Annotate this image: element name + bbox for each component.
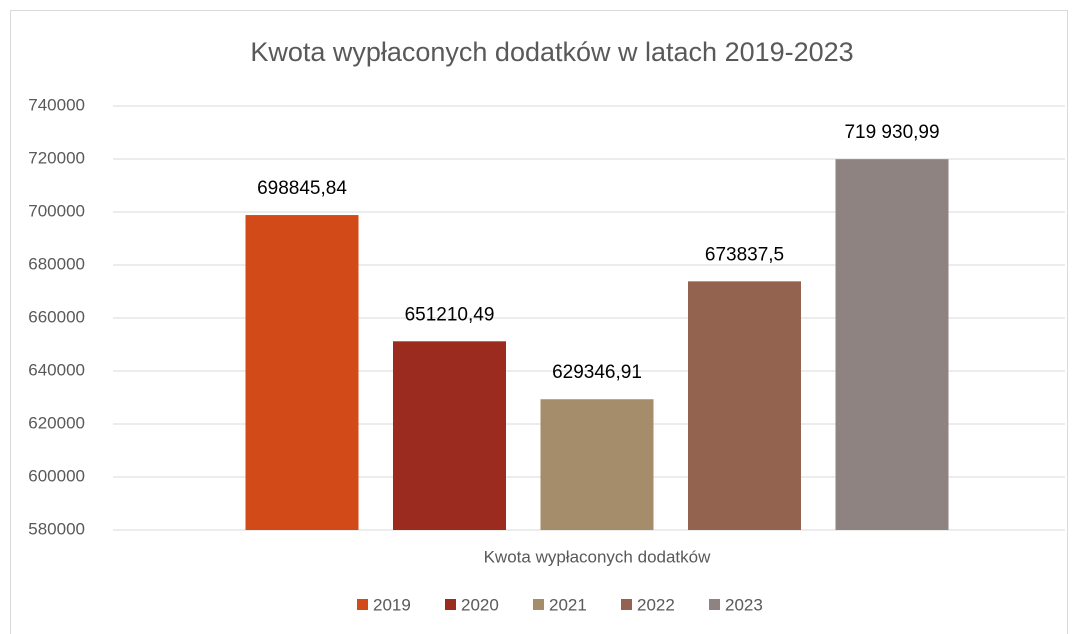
legend-swatch [445,599,456,610]
data-label: 698845,84 [257,178,347,199]
y-tick-label: 740000 [28,95,85,114]
y-tick-label: 620000 [28,413,85,432]
legend-label: 2020 [461,595,499,614]
y-tick-label: 660000 [28,307,85,326]
y-tick-label: 720000 [28,148,85,167]
legend-swatch [621,599,632,610]
chart-title: Kwota wypłaconych dodatków w latach 2019… [250,37,853,67]
legend-swatch [533,599,544,610]
legend-swatch [709,599,720,610]
bar [245,215,359,530]
data-label: 651210,49 [405,304,495,325]
legend-label: 2019 [373,595,411,614]
bar [835,159,949,531]
legend-label: 2023 [725,595,763,614]
y-tick-label: 640000 [28,360,85,379]
y-tick-label: 580000 [28,519,85,538]
bar [688,281,801,530]
data-label: 719 930,99 [844,122,939,143]
data-label: 629346,91 [552,362,642,383]
y-tick-label: 700000 [28,201,85,220]
x-axis-label: Kwota wypłaconych dodatków [484,547,712,566]
legend-label: 2021 [549,595,587,614]
bar [393,341,506,530]
y-tick-label: 600000 [28,466,85,485]
bar [540,399,654,530]
legend-label: 2022 [637,595,675,614]
data-label: 673837,5 [705,244,784,265]
legend-swatch [357,599,368,610]
y-tick-label: 680000 [28,254,85,273]
